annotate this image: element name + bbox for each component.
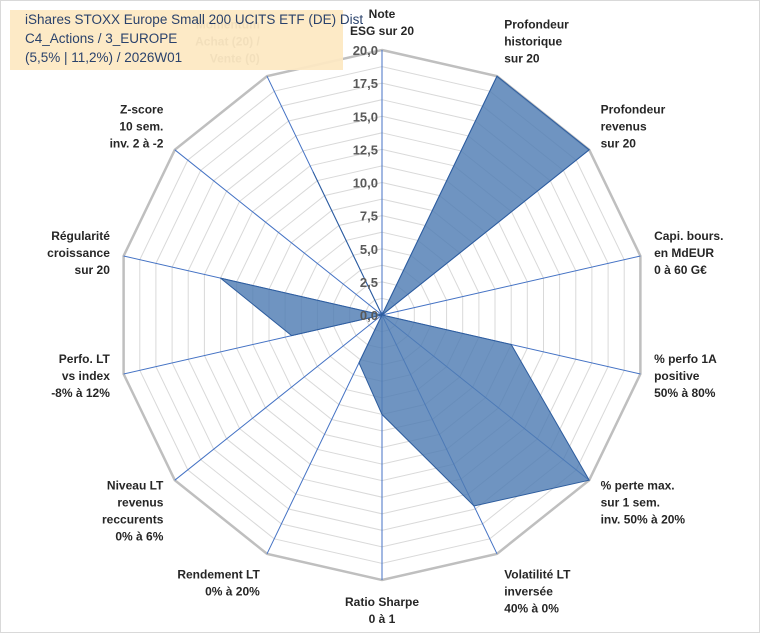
axis-label-11-line-2: sur 20 bbox=[75, 263, 111, 277]
axis-label-9-line-0: Niveau LT bbox=[107, 479, 164, 493]
radar-tick-labels: 0,0 2,5 5,0 7,5 10,0 12,5 15,0 17,5 20,0 bbox=[353, 43, 378, 323]
axis-label-10: Perfo. LT vs index -8% à 12% bbox=[51, 352, 110, 400]
axis-label-7: Ratio Sharpe 0 à 1 bbox=[345, 595, 419, 626]
axis-label-12-line-2: inv. 2 à -2 bbox=[110, 137, 164, 151]
tick-label-0: 0,0 bbox=[360, 308, 378, 323]
axis-label-6-line-0: Volatilité LT bbox=[504, 568, 571, 582]
axis-label-1: Profondeur historique sur 20 bbox=[504, 17, 569, 65]
chart-title-line-1: iShares STOXX Europe Small 200 UCITS ETF… bbox=[25, 12, 364, 27]
axis-label-1-line-2: sur 20 bbox=[504, 51, 540, 65]
axis-label-12-line-1: 10 sem. bbox=[119, 120, 163, 134]
axis-label-6-line-2: 40% à 0% bbox=[504, 602, 559, 616]
axis-label-9-line-1: revenus bbox=[117, 496, 163, 510]
radar-axis-labels: Note ESG sur 20 Profondeur historique sur 20… bbox=[47, 7, 723, 626]
axis-label-7-line-0: Ratio Sharpe bbox=[345, 595, 419, 609]
axis-label-4-line-0: % perfo 1A bbox=[654, 352, 717, 366]
axis-label-2-line-2: sur 20 bbox=[601, 137, 637, 151]
axis-label-2-line-0: Profondeur bbox=[601, 103, 666, 117]
radar-series bbox=[220, 75, 591, 507]
tick-label-2: 5,0 bbox=[360, 242, 378, 257]
chart-title-line-2: C4_Actions / 3_EUROPE bbox=[25, 31, 178, 46]
tick-label-3: 7,5 bbox=[360, 209, 378, 224]
axis-label-6: Volatilité LT inversée 40% à 0% bbox=[504, 568, 571, 616]
axis-label-0-line-0: Note bbox=[369, 7, 396, 21]
axis-label-0: Note ESG sur 20 bbox=[350, 7, 414, 38]
axis-label-5-line-1: sur 1 sem. bbox=[601, 496, 660, 510]
axis-label-1-line-0: Profondeur bbox=[504, 17, 569, 31]
axis-label-2: Profondeur revenus sur 20 bbox=[601, 103, 666, 151]
spoke-3 bbox=[381, 255, 641, 316]
axis-label-5-line-0: % perte max. bbox=[601, 479, 675, 493]
axis-label-6-line-1: inversée bbox=[504, 585, 553, 599]
axis-label-4-line-1: positive bbox=[654, 369, 700, 383]
tick-label-4: 10,0 bbox=[353, 176, 378, 191]
axis-label-9: Niveau LT revenus reccurents 0% à 6% bbox=[102, 479, 164, 544]
axis-label-8: Rendement LT 0% à 20% bbox=[177, 568, 260, 599]
axis-label-8-line-1: 0% à 20% bbox=[205, 585, 260, 599]
title-box: iShares STOXX Europe Small 200 UCITS ETF… bbox=[10, 10, 363, 70]
axis-label-11-line-0: Régularité bbox=[51, 229, 110, 243]
axis-label-12-line-0: Z-score bbox=[120, 103, 164, 117]
axis-label-5: % perte max. sur 1 sem. inv. 50% à 20% bbox=[601, 479, 686, 527]
axis-label-1-line-1: historique bbox=[504, 34, 562, 48]
series-area bbox=[220, 75, 591, 507]
axis-label-3-line-1: en MdEUR bbox=[654, 246, 714, 260]
axis-label-9-line-3: 0% à 6% bbox=[115, 530, 163, 544]
axis-label-5-line-2: inv. 50% à 20% bbox=[601, 513, 686, 527]
axis-label-0-line-1: ESG sur 20 bbox=[350, 24, 414, 38]
axis-label-10-line-0: Perfo. LT bbox=[59, 352, 111, 366]
spoke-12 bbox=[174, 149, 383, 316]
axis-label-3-line-0: Capi. bours. bbox=[654, 229, 723, 243]
axis-label-10-line-2: -8% à 12% bbox=[51, 386, 110, 400]
axis-label-8-line-0: Rendement LT bbox=[177, 568, 260, 582]
tick-label-5: 12,5 bbox=[353, 142, 378, 157]
axis-label-3-line-2: 0 à 60 G€ bbox=[654, 263, 707, 277]
tick-label-1: 2,5 bbox=[360, 275, 378, 290]
axis-label-4-line-2: 50% à 80% bbox=[654, 386, 716, 400]
axis-label-11: Régularité croissance sur 20 bbox=[47, 229, 110, 277]
axis-label-3: Capi. bours. en MdEUR 0 à 60 G€ bbox=[654, 229, 723, 277]
tick-label-8: 20,0 bbox=[353, 43, 378, 58]
axis-label-9-line-2: reccurents bbox=[102, 513, 164, 527]
axis-label-10-line-1: vs index bbox=[62, 369, 110, 383]
axis-label-4: % perfo 1A positive 50% à 80% bbox=[654, 352, 717, 400]
axis-label-7-line-1: 0 à 1 bbox=[369, 612, 396, 626]
spoke-9 bbox=[174, 314, 383, 481]
tick-label-6: 15,0 bbox=[353, 109, 378, 124]
axis-label-2-line-1: revenus bbox=[601, 120, 647, 134]
axis-label-11-line-1: croissance bbox=[47, 246, 110, 260]
axis-label-12: Z-score 10 sem. inv. 2 à -2 bbox=[110, 103, 164, 151]
chart-title-line-3: (5,5% | 11,2%) / 2026W01 bbox=[25, 50, 183, 65]
tick-label-7: 17,5 bbox=[353, 76, 378, 91]
